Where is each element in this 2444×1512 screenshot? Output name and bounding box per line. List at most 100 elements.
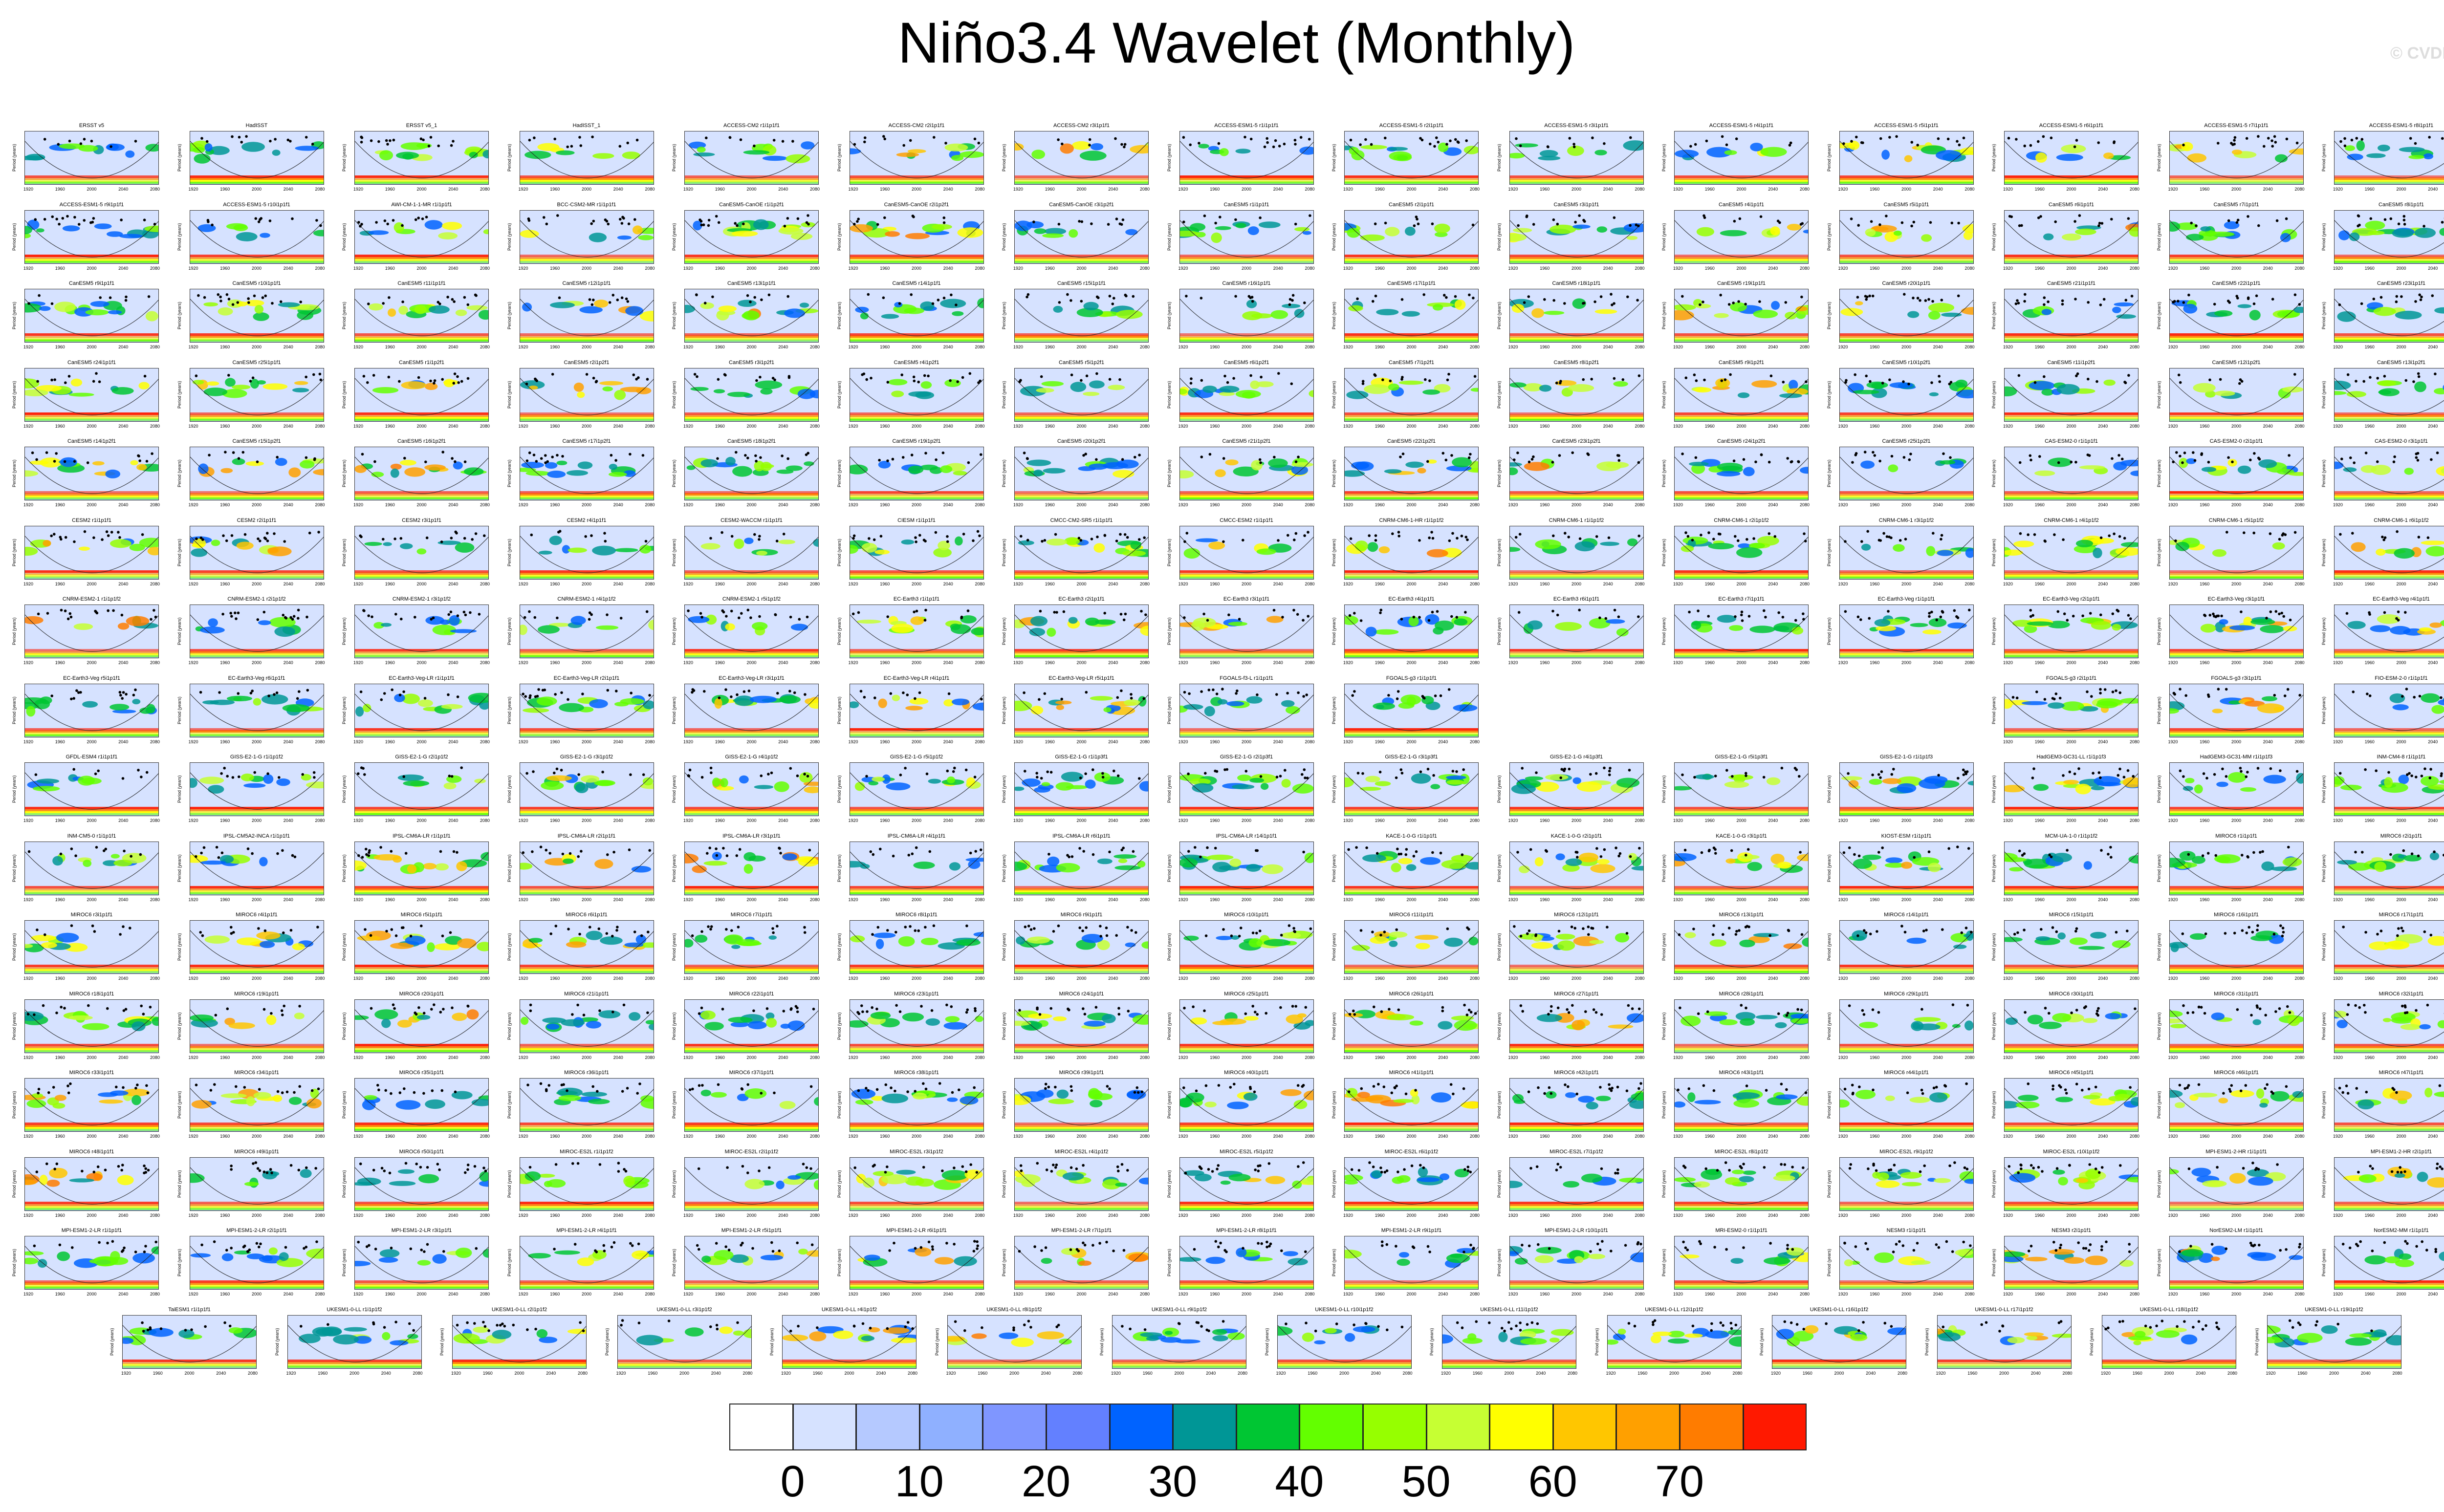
panel-title: CanESM5 r2i1p2f1	[564, 359, 610, 366]
cone-of-influence	[2005, 378, 2138, 415]
power-blob	[2272, 542, 2285, 550]
power-blob	[2429, 622, 2442, 628]
power-band	[2335, 418, 2444, 421]
panel-xtick-label: 2040	[1768, 345, 1778, 349]
panel-xtick-label: 1920	[2003, 423, 2013, 429]
panel-xtick-label: 2000	[2231, 502, 2242, 507]
cone-of-influence	[2335, 378, 2444, 415]
power-blob	[1047, 627, 1056, 637]
significance-dot	[305, 615, 308, 619]
power-blob	[545, 462, 557, 469]
significance-dot	[1551, 534, 1555, 537]
power-blob	[439, 619, 450, 625]
panel-title: EC-Earth3 r7i1p1f1	[1718, 596, 1765, 602]
panel-xtick-label: 2000	[581, 187, 592, 192]
power-blob	[1281, 303, 1300, 308]
panel-plot-area	[2004, 683, 2138, 737]
significance-dot	[2383, 536, 2387, 539]
panel-plot-area	[2334, 289, 2444, 343]
significance-dot	[1055, 611, 1058, 614]
panel-title: CanESM5 r18i1p2f1	[727, 438, 776, 444]
power-blob	[521, 462, 544, 469]
panel-xtick-label: 2040	[1108, 660, 1118, 665]
panel-title: GISS-E2-1-G r2i1p3f1	[1220, 754, 1273, 760]
power-band	[2335, 179, 2444, 182]
panel-xtick-label: 2040	[1603, 581, 1613, 586]
significance-dot	[1353, 612, 1356, 615]
significance-dot	[2189, 221, 2193, 224]
panel-title: GISS-E2-1-G r4i1p1f2	[725, 754, 778, 760]
power-blob	[2360, 465, 2377, 473]
panel-xtick-label: 2080	[2129, 423, 2140, 429]
panel-plot-area	[684, 525, 819, 580]
panel-xtick-label: 1920	[23, 660, 34, 665]
power-band	[2335, 177, 2444, 180]
panel-ylabel: Period (years)	[1002, 459, 1006, 488]
power-blob	[1388, 147, 1408, 151]
wavelet-panel: CanESM5 r1i1p2f1 Period (years) 1920 1960 20…	[342, 360, 490, 429]
panel-xtick-label: 2080	[1469, 581, 1480, 586]
power-blob	[2129, 227, 2138, 237]
panel-title: ACCESS-ESM1-5 r3i1p1f1	[1544, 123, 1609, 129]
significance-dot	[806, 615, 809, 619]
power-band	[685, 570, 818, 573]
power-band	[1015, 260, 1148, 263]
panel-svg	[1015, 447, 1148, 500]
panel-svg	[1509, 210, 1643, 263]
panel-xtick-label: 2000	[2066, 423, 2076, 429]
significance-dot	[2295, 141, 2298, 145]
power-blob	[944, 379, 961, 387]
power-blob	[2229, 625, 2255, 630]
wavelet-panel: EC-Earth3-Veg-LR r4i1p1f1 Period (years) 1…	[837, 675, 985, 744]
significance-dot	[1445, 296, 1448, 299]
power-blob	[910, 616, 924, 625]
power-band	[190, 572, 324, 575]
panel-xtick-label: 1960	[1870, 265, 1880, 271]
panel-xtick-label: 2040	[943, 502, 953, 507]
power-band	[850, 495, 983, 497]
significance-dot	[703, 690, 706, 692]
power-blob	[369, 303, 383, 311]
panel-xtick-label: 1920	[518, 502, 528, 507]
significance-dot	[2177, 373, 2180, 376]
power-blob	[393, 222, 404, 233]
significance-dot	[2050, 136, 2053, 139]
panel-title: CNRM-ESM2-1 r1i1p1f2	[62, 596, 121, 602]
panel-xtick-label: 1960	[2034, 265, 2045, 271]
power-blob	[443, 782, 457, 790]
significance-dot	[1702, 214, 1705, 217]
power-blob	[1015, 220, 1032, 231]
significance-dot	[1637, 534, 1640, 537]
wavelet-panel: ACCESS-ESM1-5 r3i1p1f1 Period (years) 1920…	[1497, 123, 1645, 192]
power-blob	[1122, 550, 1146, 556]
panel-xtick-label: 1960	[1375, 581, 1385, 586]
significance-dot	[1760, 454, 1763, 456]
panel-svg	[1345, 447, 1478, 500]
power-blob	[620, 698, 644, 705]
power-blob	[1892, 543, 1905, 552]
significance-dot	[1235, 689, 1239, 692]
panel-xtick-label: 1920	[1013, 265, 1024, 271]
significance-dot	[61, 216, 65, 219]
power-blob	[1539, 150, 1558, 157]
significance-dot	[1300, 773, 1304, 776]
significance-dot	[1895, 135, 1898, 138]
panel-xtick-label: 2080	[315, 423, 325, 429]
significance-dot	[2225, 688, 2227, 691]
power-band	[1509, 175, 1643, 178]
significance-dot	[1531, 455, 1535, 458]
cone-of-influence	[25, 220, 158, 258]
panel-xtick-label: 1920	[353, 660, 364, 665]
power-band	[190, 258, 324, 261]
power-blob	[40, 457, 62, 468]
significance-dot	[92, 536, 95, 539]
panel-xtick-label: 2080	[975, 581, 985, 586]
panel-xtick-label: 1920	[848, 660, 858, 665]
